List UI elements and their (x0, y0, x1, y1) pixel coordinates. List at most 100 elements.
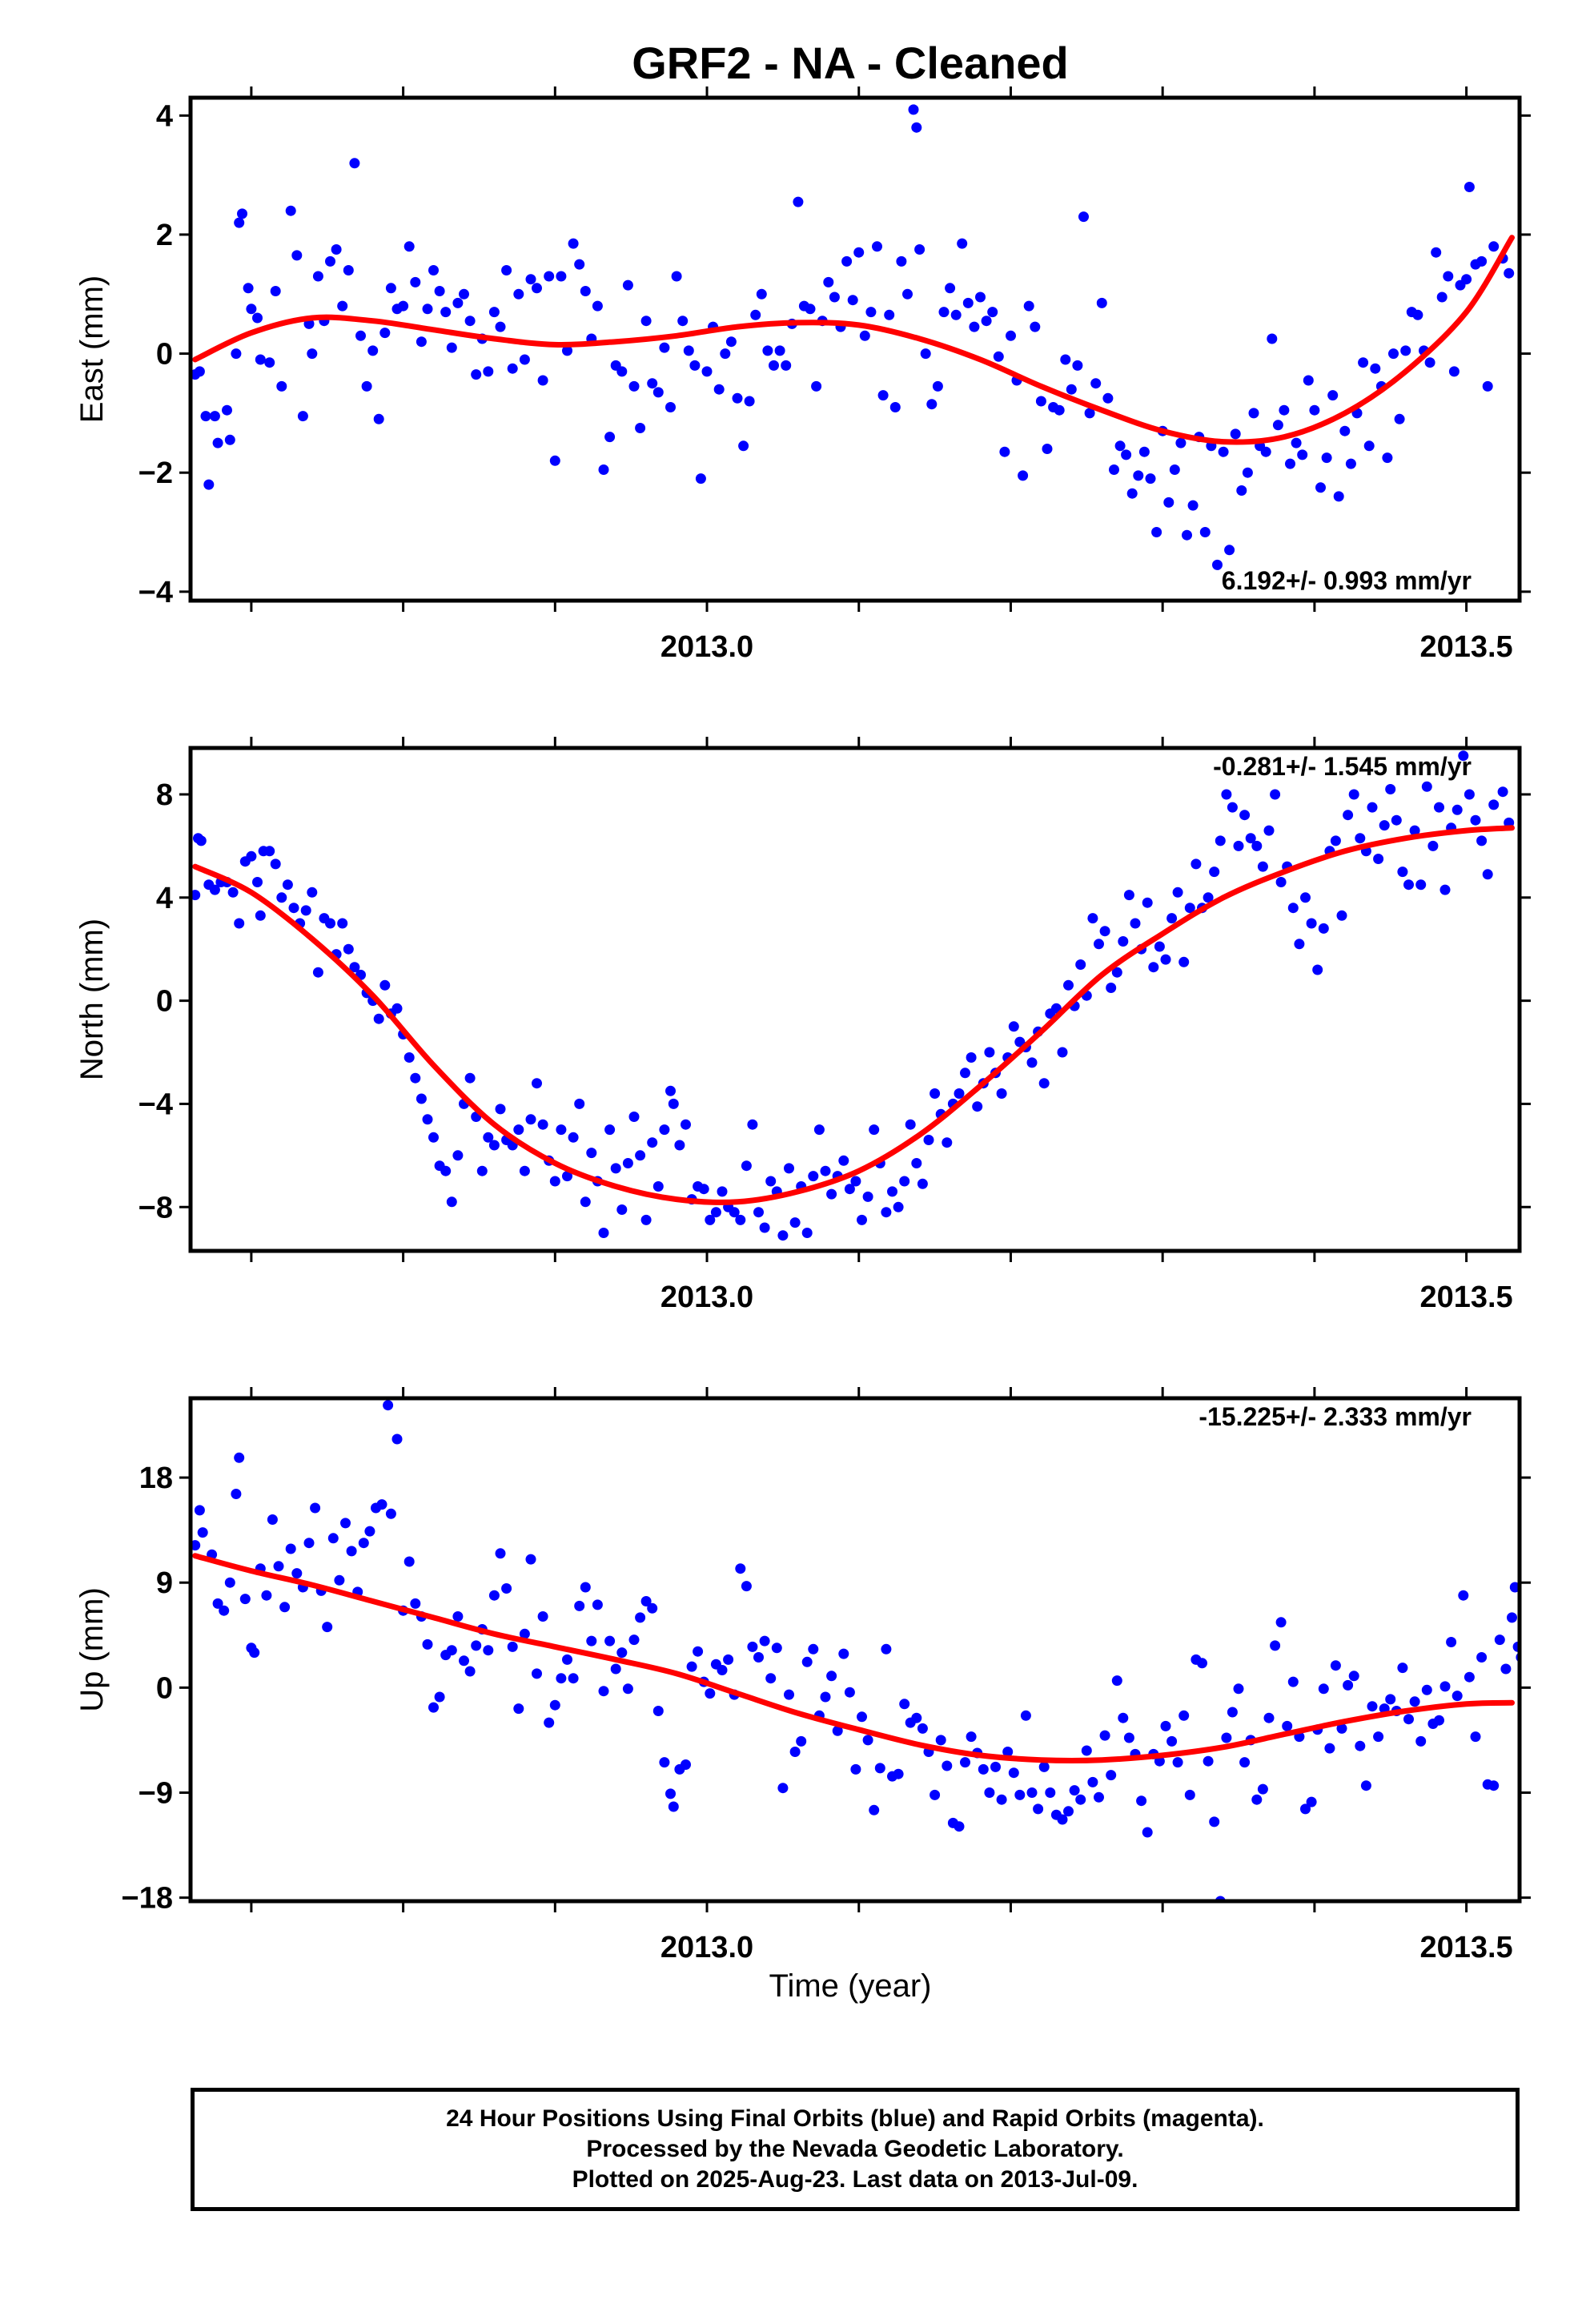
data-point-east (1476, 255, 1488, 267)
data-point-north (1130, 918, 1141, 929)
data-point-up (1087, 1776, 1098, 1787)
data-point-up (537, 1611, 548, 1622)
data-point-north (1458, 750, 1469, 762)
data-point-east (1488, 241, 1500, 252)
data-point-east (452, 297, 464, 308)
data-point-north (1008, 1021, 1019, 1032)
data-point-up (796, 1735, 807, 1747)
frame-north (188, 746, 1522, 1253)
data-point-east (1358, 357, 1369, 368)
data-point-east (1309, 404, 1320, 416)
data-point-up (808, 1643, 819, 1655)
footer-line-3: Plotted on 2025-Aug-23. Last data on 201… (572, 2166, 1138, 2193)
y-axis-label-east: East (mm) (74, 275, 110, 423)
data-point-up (1287, 1676, 1299, 1687)
data-point-east (234, 217, 245, 228)
data-point-north (665, 1085, 676, 1096)
data-point-up (1099, 1730, 1110, 1741)
data-point-east (999, 446, 1010, 457)
data-point-up (1221, 1732, 1232, 1743)
data-point-north (1106, 983, 1117, 993)
data-point-east (647, 378, 658, 389)
data-point-east (1035, 396, 1046, 407)
data-point-east (385, 283, 396, 294)
y-tick-label-east: 4 (156, 99, 173, 133)
data-point-up (862, 1735, 873, 1746)
data-point-up (628, 1634, 640, 1646)
data-point-up (1488, 1780, 1500, 1791)
data-point-north (556, 1124, 567, 1136)
data-point-up (568, 1673, 579, 1684)
data-point-east (1242, 467, 1253, 478)
data-point-east (932, 380, 943, 392)
data-point-east (1224, 545, 1235, 556)
data-point-up (784, 1689, 794, 1700)
data-point-up (1069, 1785, 1080, 1796)
data-point-up (1111, 1675, 1122, 1687)
data-point-east (945, 283, 956, 294)
data-point-up (459, 1655, 469, 1667)
data-point-north (549, 1176, 560, 1187)
data-point-north (923, 1135, 934, 1145)
rate-label-up: -15.225+/- 2.333 mm/yr (1199, 1402, 1472, 1431)
data-point-east (1291, 437, 1302, 448)
data-point-up (1336, 1723, 1347, 1734)
data-point-up (604, 1635, 616, 1647)
data-point-up (1081, 1745, 1092, 1756)
data-point-east (1443, 271, 1454, 282)
data-point-up (562, 1654, 572, 1665)
data-point-east (896, 255, 907, 267)
data-point-east (1230, 428, 1241, 440)
data-point-north (1038, 1078, 1050, 1089)
data-point-north (1373, 854, 1384, 864)
data-point-east (471, 369, 482, 380)
x-axis-label: Time (year) (769, 1968, 932, 2004)
y-tick-label-up: −18 (122, 1882, 173, 1916)
data-point-north (379, 979, 391, 991)
footer-line-2: Processed by the Nevada Geodetic Laborat… (586, 2136, 1124, 2162)
data-point-up (1094, 1791, 1104, 1803)
data-point-north (887, 1186, 897, 1197)
data-point-east (464, 316, 476, 327)
data-point-up (693, 1646, 704, 1657)
data-point-up (635, 1612, 646, 1623)
data-point-up (1500, 1663, 1512, 1675)
data-point-north (1142, 897, 1153, 908)
data-point-up (1439, 1681, 1451, 1692)
data-point-up (249, 1647, 260, 1659)
data-points-up (191, 1400, 1520, 1901)
data-point-up (422, 1638, 433, 1650)
data-point-east (1363, 440, 1375, 452)
data-point-east (1303, 375, 1314, 386)
data-point-up (960, 1757, 970, 1768)
data-point-north (1355, 833, 1366, 844)
data-point-up (1172, 1757, 1183, 1768)
data-point-east (950, 309, 962, 320)
data-point-east (957, 238, 968, 249)
data-point-up (850, 1763, 861, 1775)
data-point-up (1263, 1712, 1275, 1723)
data-point-east (938, 307, 950, 318)
data-point-east (762, 345, 773, 356)
data-point-north (1203, 892, 1214, 903)
data-point-north (899, 1176, 910, 1187)
data-point-north (519, 1165, 530, 1176)
data-point-north (820, 1165, 831, 1176)
data-point-east (1504, 267, 1515, 279)
data-point-up (1123, 1732, 1134, 1743)
data-point-up (1452, 1691, 1463, 1702)
data-point-east (1339, 425, 1351, 436)
y-tick-label-up: −9 (139, 1776, 173, 1810)
data-point-up (556, 1673, 567, 1684)
data-point-east (255, 354, 266, 365)
data-point-east (713, 384, 725, 395)
data-point-east (349, 158, 360, 169)
data-point-east (1248, 408, 1259, 419)
data-point-north (628, 1112, 640, 1122)
data-point-east (537, 375, 548, 386)
data-point-east (224, 434, 235, 445)
data-point-east (1218, 446, 1229, 457)
data-point-up (1142, 1827, 1153, 1838)
data-point-east (252, 312, 263, 324)
